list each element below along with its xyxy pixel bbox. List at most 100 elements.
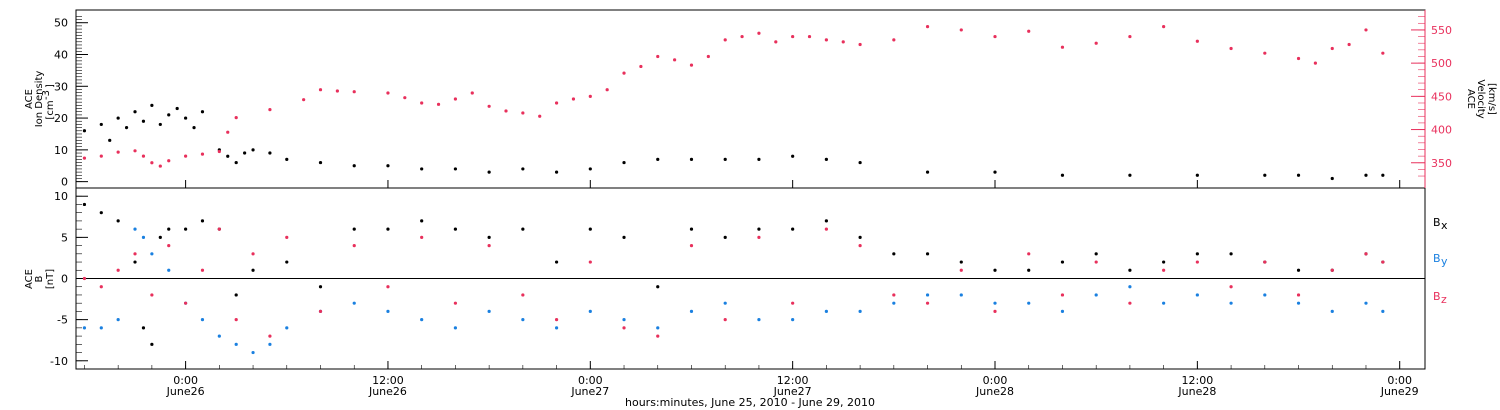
bz-point [1060,293,1065,297]
top-right-tick-label: 450 [1431,90,1452,103]
by-point [925,293,930,297]
velocity-point [571,97,576,101]
velocity-point [1313,61,1317,65]
bx-point [386,227,390,231]
bx-point [158,235,162,239]
by-point [251,350,255,355]
x-tick-time-label: 0:00 [983,374,1008,387]
bz-point [352,243,356,248]
bottom-tick-label: 0 [61,273,68,286]
x-tick-time-label: 12:00 [1182,374,1214,387]
bz-point [1364,252,1368,256]
x-tick-time-label: 0:00 [173,374,198,387]
by-point [352,301,356,305]
by-point [141,235,146,239]
density-point [689,157,694,161]
by-point [959,293,963,297]
by-point [133,227,137,231]
bx-point [1094,252,1098,256]
velocity-point [740,34,744,39]
velocity-point [1330,46,1334,51]
by-point [791,318,795,322]
density-point [167,113,171,117]
bz-point [167,243,171,248]
velocity-point [1229,46,1233,51]
by-point [1296,301,1301,305]
velocity-point [1296,56,1301,61]
bx-point [892,252,896,256]
velocity-point [521,111,525,115]
x-tick-date-label: June27 [773,385,812,398]
bx-point [1195,252,1199,256]
by-point [689,309,694,314]
velocity-point [436,102,441,106]
density-point [99,122,103,127]
by-point [82,326,87,330]
bx-point [757,227,761,231]
x-tick-date-label: June28 [1177,385,1216,398]
by-point [824,309,828,314]
bz-point [858,243,862,248]
bx-point [521,227,525,231]
bx-point [200,219,205,223]
velocity-point [487,104,491,108]
bottom-tick-label: 10 [54,190,68,203]
bz-point [1381,260,1385,264]
velocity-point [150,161,154,165]
bz-point [757,235,761,239]
by-point [521,318,525,322]
density-point [1330,176,1334,181]
top-left-ylabel-unit-b: ] [45,84,56,88]
bz-point [82,276,87,281]
bz-point [791,301,795,305]
legend-bx-label: B [1433,216,1441,229]
dynamic-layer: 01020304050350400450500550-10-505100:00J… [50,10,1452,398]
bz-point [656,334,660,338]
density-point [487,170,491,174]
velocity-point [141,154,146,158]
by-point [200,318,205,322]
density-point [133,110,137,114]
by-point [1195,293,1199,297]
velocity-point [1094,41,1098,45]
bx-point [1060,260,1065,264]
velocity-point [268,108,272,112]
bx-point [1229,252,1233,256]
top-left-tick-label: 20 [54,112,68,125]
by-point [757,318,761,322]
by-point [234,342,238,346]
top-right-ylabel-line-3: [km/s] [1486,83,1497,115]
density-point [150,103,154,107]
by-point [723,301,727,305]
by-point [167,268,171,272]
velocity-point [689,63,694,67]
density-point [824,157,828,161]
density-point [588,167,592,171]
top-left-ylabel-unit-sup: -3 [41,90,52,100]
velocity-point [133,149,137,153]
by-point [386,309,390,314]
velocity-point [1364,28,1368,32]
density-point [116,116,120,120]
velocity-point [673,58,677,62]
by-point [858,309,862,314]
bx-point [1128,268,1132,272]
bz-point [318,309,323,314]
velocity-point [554,101,559,105]
velocity-point [352,90,356,94]
bz-point [150,293,154,297]
density-point [184,116,188,120]
top-left-ylabel-unit-a: [cm [45,100,56,119]
velocity-point [1128,34,1132,39]
bz-point [116,268,120,272]
bottom-ylabel-line-3: [nT] [45,269,56,289]
velocity-point [167,159,171,163]
bx-point [141,326,146,330]
bz-point [251,252,255,256]
velocity-point [1162,25,1166,29]
bx-point [234,293,238,297]
bx-point [251,268,255,272]
density-point [925,170,930,174]
